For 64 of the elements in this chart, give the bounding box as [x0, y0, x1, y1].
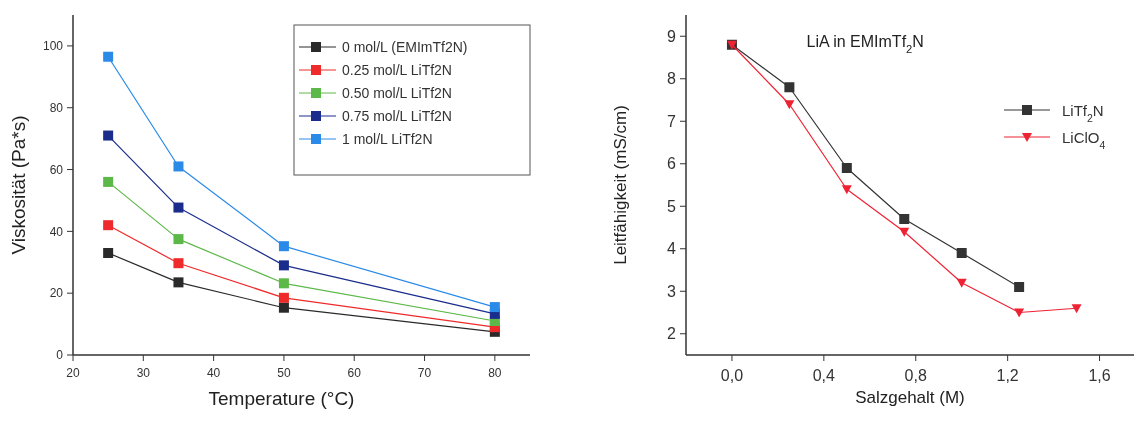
x-tick-label: 50	[277, 366, 291, 380]
y-axis-title: Viskosität (Pa*s)	[8, 115, 29, 255]
legend-label: LiTf$_{2}$N	[1062, 102, 1104, 124]
x-tick-label: 1,2	[996, 367, 1019, 384]
point	[899, 214, 910, 224]
y-tick-label: 4	[667, 240, 677, 258]
point	[1071, 304, 1082, 314]
point	[278, 302, 289, 313]
point	[103, 220, 114, 231]
point	[841, 185, 852, 195]
x-tick-label: 40	[206, 366, 221, 380]
y-tick-label: 2	[667, 325, 677, 343]
x-tick-label: 0,0	[720, 367, 744, 384]
x-axis-title: Temperature (°C)	[208, 388, 355, 409]
text: LiA in EMImTf$_{2}$N	[806, 33, 924, 55]
point	[173, 277, 184, 288]
point	[173, 202, 184, 213]
point	[173, 234, 184, 245]
point	[103, 248, 114, 258]
x-tick-label: 80	[488, 366, 502, 380]
x-tick-label: 0,8	[904, 367, 927, 384]
y-tick-label: 60	[49, 162, 64, 177]
point	[173, 258, 184, 269]
y-tick-label: 3	[667, 282, 677, 300]
x-tick-label: 60	[347, 366, 362, 380]
point	[278, 278, 289, 289]
y-tick-label: 40	[49, 224, 64, 239]
legend-label: 0 mol/L (EMImTf2N)	[342, 39, 468, 55]
point	[103, 130, 114, 141]
x-tick-label: 1,6	[1088, 367, 1111, 384]
y-tick-label: 0	[56, 348, 64, 363]
legend-label: 0.25 mol/L LiTf2N	[342, 62, 452, 78]
legend-label: 0.50 mol/L LiTf2N	[342, 85, 452, 101]
x-tick-label: 20	[66, 366, 80, 380]
y-tick-label: 7	[667, 112, 677, 130]
x-tick-label: 70	[417, 366, 432, 380]
x-axis-title: Salzgehalt (M)	[855, 388, 965, 407]
y-tick-label: 8	[667, 70, 677, 88]
y-tick-label: 9	[667, 27, 677, 45]
point	[784, 100, 795, 110]
point	[841, 163, 852, 173]
point	[784, 82, 795, 93]
point	[899, 227, 910, 237]
y-tick-label: 20	[49, 286, 64, 301]
x-tick-label: 0,4	[812, 367, 836, 384]
y-tick-label: 5	[667, 197, 677, 215]
y-axis-title: Leitfähigkeit (mS/cm)	[611, 105, 630, 265]
point	[278, 260, 289, 271]
point	[278, 292, 289, 303]
point	[956, 248, 967, 258]
point	[956, 278, 967, 288]
y-tick-label: 6	[667, 155, 677, 173]
y-tick-label: 100	[42, 39, 64, 54]
x-tick-label: 30	[136, 366, 151, 380]
legend-label: LiClO$_{4}$	[1062, 129, 1106, 151]
y-tick-label: 80	[49, 100, 64, 115]
point	[278, 241, 289, 252]
point	[489, 302, 500, 313]
legend-label: 1 mol/L LiTf2N	[342, 131, 433, 147]
point	[103, 176, 114, 187]
legend-label: 0.75 mol/L LiTf2N	[342, 108, 452, 124]
point	[173, 161, 184, 172]
point	[103, 51, 114, 62]
point	[1014, 282, 1025, 292]
